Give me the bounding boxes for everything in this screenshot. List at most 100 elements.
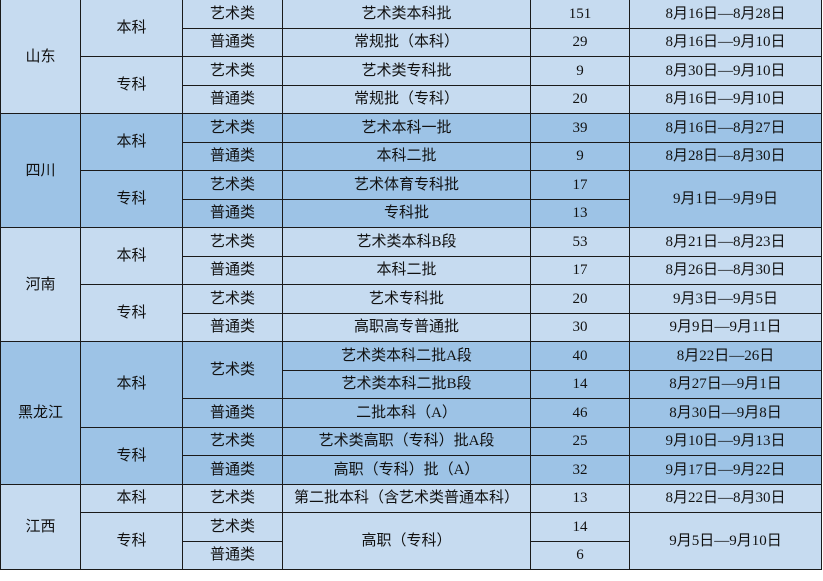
province-cell: 黑龙江	[0, 341, 81, 485]
dates-cell: 8月22日—8月30日	[629, 483, 822, 513]
dates-cell: 8月26日—8月30日	[629, 255, 822, 285]
batch-cell: 高职高专普通批	[282, 312, 531, 342]
batch-cell: 艺术类本科批	[282, 0, 531, 29]
batch-cell: 艺术类本科B段	[282, 227, 531, 257]
count-cell: 151	[530, 0, 630, 29]
count-cell: 13	[530, 198, 630, 228]
batch-cell: 专科批	[282, 198, 531, 228]
dates-cell: 8月22日—26日	[629, 341, 822, 371]
level-cell: 专科	[80, 512, 183, 570]
batch-cell: 本科二批	[282, 255, 531, 285]
batch-cell: 艺术体育专科批	[282, 170, 531, 200]
level-cell: 专科	[80, 284, 183, 342]
type-cell: 艺术类	[182, 113, 283, 143]
batch-cell: 艺术类本科二批B段	[282, 369, 531, 399]
dates-cell: 9月5日—9月10日	[629, 512, 822, 570]
batch-cell: 艺术类高职（专科）批A段	[282, 426, 531, 456]
count-cell: 20	[530, 284, 630, 314]
count-cell: 13	[530, 483, 630, 513]
type-cell: 艺术类	[182, 170, 283, 200]
table-row: 艺术类本科二批B段 14 8月27日—9月1日	[1, 369, 822, 399]
type-cell: 普通类	[182, 540, 283, 570]
type-cell: 艺术类	[182, 227, 283, 257]
table-row: 普通类 6	[1, 540, 822, 570]
dates-cell: 8月30日—9月10日	[629, 56, 822, 86]
dates-cell: 8月30日—9月8日	[629, 398, 822, 428]
batch-cell: 艺术类专科批	[282, 56, 531, 86]
count-cell: 6	[530, 540, 630, 570]
type-cell: 艺术类	[182, 0, 283, 29]
dates-cell: 8月16日—9月10日	[629, 84, 822, 114]
table-row: 普通类 二批本科（A） 46 8月30日—9月8日	[1, 398, 822, 428]
level-cell: 专科	[80, 426, 183, 485]
table-row: 普通类 常规批（专科） 20 8月16日—9月10日	[1, 84, 822, 114]
type-cell: 艺术类	[182, 341, 283, 399]
type-cell: 艺术类	[182, 483, 283, 513]
type-cell: 普通类	[182, 198, 283, 228]
table-row: 普通类 高职高专普通批 30 9月9日—9月11日	[1, 312, 822, 342]
batch-cell: 二批本科（A）	[282, 398, 531, 428]
table-row: 普通类 本科二批 9 8月28日—8月30日	[1, 141, 822, 171]
table-row: 专科 艺术类 艺术体育专科批 17 9月1日—9月9日	[1, 170, 822, 228]
dates-cell: 8月27日—9月1日	[629, 369, 822, 399]
dates-cell: 8月16日—8月28日	[629, 0, 822, 29]
table-row: 山东 本科 艺术类 艺术类本科批 151 8月16日—8月28日	[0, 0, 822, 114]
type-cell: 普通类	[182, 455, 283, 485]
dates-cell: 9月10日—9月13日	[629, 426, 822, 456]
batch-cell: 艺术专科批	[282, 284, 531, 314]
count-cell: 9	[530, 141, 630, 171]
table-row: 河南 本科 艺术类 艺术类本科B段 53 8月21日—8月23日	[0, 227, 822, 342]
count-cell: 14	[530, 512, 630, 542]
count-cell: 20	[530, 84, 630, 114]
dates-cell: 9月9日—9月11日	[629, 312, 822, 342]
table-row: 黑龙江 本科 艺术类 艺术类本科二批A段 40 8月22日—26日	[0, 341, 822, 485]
type-cell: 艺术类	[182, 284, 283, 314]
type-cell: 艺术类	[182, 426, 283, 456]
dates-cell: 8月16日—8月27日	[629, 113, 822, 143]
level-cell: 本科	[80, 227, 183, 285]
count-cell: 9	[530, 56, 630, 86]
level-cell: 本科	[80, 113, 183, 171]
province-cell: 四川	[0, 113, 81, 228]
province-cell: 江西	[0, 483, 81, 570]
count-cell: 53	[530, 227, 630, 257]
type-cell: 普通类	[182, 398, 283, 428]
dates-cell: 8月16日—9月10日	[629, 27, 822, 57]
table-row: 江西 本科 艺术类 第二批本科（含艺术类普通本科） 13 8月22日—8月30日	[0, 483, 822, 570]
batch-cell: 高职（专科）批（A）	[282, 455, 531, 485]
batch-cell: 艺术类本科二批A段	[282, 341, 531, 371]
level-cell: 专科	[80, 170, 183, 228]
type-cell: 普通类	[182, 255, 283, 285]
count-cell: 25	[530, 426, 630, 456]
table-row: 专科 艺术类 艺术类专科批 9 8月30日—9月10日	[1, 56, 822, 114]
table-row: 普通类 高职（专科）批（A） 32 9月17日—9月22日	[1, 455, 822, 485]
count-cell: 17	[530, 255, 630, 285]
level-cell: 本科	[80, 341, 183, 428]
batch-cell: 高职（专科）	[282, 512, 531, 570]
count-cell: 40	[530, 341, 630, 371]
level-cell: 本科	[80, 0, 183, 57]
count-cell: 30	[530, 312, 630, 342]
province-cell: 河南	[0, 227, 81, 342]
level-cell: 专科	[80, 56, 183, 114]
count-cell: 17	[530, 170, 630, 200]
table-row: 普通类 常规批（本科） 29 8月16日—9月10日	[1, 27, 822, 57]
batch-cell: 艺术本科一批	[282, 113, 531, 143]
table-row: 专科 艺术类 艺术类高职（专科）批A段 25 9月10日—9月13日	[1, 426, 822, 485]
enrollment-schedule-table: 山东 本科 艺术类 艺术类本科批 151 8月16日—8月28日 普通类 常规批（本科） 29 8…	[0, 0, 822, 570]
batch-cell: 本科二批	[282, 141, 531, 171]
type-cell: 艺术类	[182, 56, 283, 86]
type-cell: 普通类	[182, 27, 283, 57]
table-row: 四川 本科 艺术类 艺术本科一批 39 8月16日—8月27日	[0, 113, 822, 228]
count-cell: 46	[530, 398, 630, 428]
type-cell: 艺术类	[182, 512, 283, 542]
count-cell: 39	[530, 113, 630, 143]
count-cell: 32	[530, 455, 630, 485]
batch-cell: 第二批本科（含艺术类普通本科）	[282, 483, 531, 513]
province-cell: 山东	[0, 0, 81, 114]
batch-cell: 常规批（专科）	[282, 84, 531, 114]
level-cell: 本科	[80, 483, 183, 513]
batch-cell: 常规批（本科）	[282, 27, 531, 57]
dates-cell: 9月3日—9月5日	[629, 284, 822, 314]
dates-cell: 9月1日—9月9日	[629, 170, 822, 228]
